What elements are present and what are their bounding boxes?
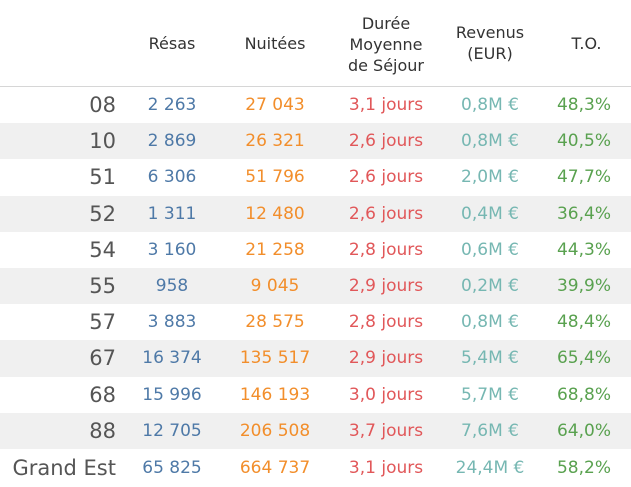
header-line: Durée [361,13,411,33]
cell-nuitees: 21 258 [245,239,305,260]
cell-resas: 2 869 [128,123,216,160]
cell-nuitees: 146 193 [239,384,311,405]
cell-nuitees: 664 737 [239,457,311,478]
cell-duree: 2,9 jours [334,267,438,305]
row-label: 10 [0,123,128,160]
row-label: 55 [0,267,128,305]
cell-revenus: 0,4M € [438,195,542,232]
cell-duree: 3,7 jours [334,412,438,449]
cell-to: 48,3% [556,95,611,116]
cell-duree: 2,6 jours [334,195,438,232]
cell-to: 39,9% [542,267,631,305]
row-label: 57 [89,310,116,335]
cell-resas: 6 306 [147,167,197,188]
cell-nuitees: 27 043 [245,95,305,116]
header-line: Moyenne [349,34,423,54]
table-row[interactable]: 67 16 374 135 517 2,9 jours 5,4M €65,4% [0,340,631,377]
cell-resas: 1 311 [128,195,216,232]
row-label: 51 [89,165,116,190]
row-label: 08 [89,93,116,118]
cell-nuitees: 26 321 [216,123,334,160]
cell-revenus: 2,0M € [461,167,519,188]
cell-nuitees: 51 796 [245,167,305,188]
cell-duree: 3,1 jours [348,95,424,116]
cell-resas: 2 263 [147,95,197,116]
header-row: Résas Nuitées Durée Moyenne de Séjour Re… [0,0,631,87]
table-row[interactable]: 51 6 306 51 796 2,6 jours 2,0M € 47,7% [0,159,631,195]
cell-revenus: 0,8M € [461,95,519,116]
cell-duree: 2,8 jours [348,239,424,260]
cell-nuitees: 206 508 [216,412,334,449]
cell-duree: 2,6 jours [348,167,424,188]
cell-resas: 3 160 [147,239,197,260]
table-row[interactable]: 54 3 160 21 258 2,8 jours 0,6M € 44,3% [0,232,631,268]
table-row[interactable]: 08 2 263 27 043 3,1 jours 0,8M € 48,3% [0,87,631,124]
cell-nuitees: 9 045 [216,267,334,305]
cell-revenus: 0,6M € [461,239,519,260]
cell-to: 44,3% [556,239,611,260]
row-label: 68 [89,382,116,407]
header-line: T.O. [571,33,602,53]
table-row[interactable]: Grand Est 65 825 664 737 3,1 jours 24,4M € 58… [0,449,631,487]
cell-resas: 3 883 [147,312,197,333]
header-line: Nuitées [244,33,306,53]
cell-nuitees: 28 575 [245,312,305,333]
cell-resas: 65 825 [142,457,202,478]
cell-to: 40,5% [542,123,631,160]
header-revenus[interactable]: Revenus (EUR) [438,0,542,87]
cell-duree: 2,6 jours [334,123,438,160]
header-resas[interactable]: Résas [128,0,216,87]
header-line: (EUR) [467,44,513,63]
cell-to: 58,2% [556,457,611,478]
cell-resas: 12 705 [128,412,216,449]
header-line: Résas [148,33,196,53]
cell-duree: 2,9 jours [334,340,438,377]
row-label: 67 [0,340,128,377]
cell-to: 36,4% [542,195,631,232]
header-to[interactable]: T.O. [542,0,631,87]
table-row[interactable]: 57 3 883 28 575 2,8 jours 0,8M € 48,4% [0,304,631,340]
cell-to: 68,8% [556,384,611,405]
header-line: de Séjour [347,55,425,75]
table-row[interactable]: 10 2 869 26 321 2,6 jours 0,8M €40,5% [0,123,631,160]
table-row[interactable]: 52 1 311 12 480 2,6 jours 0,4M €36,4% [0,195,631,232]
cell-revenus: 0,8M € [438,123,542,160]
row-label: 52 [0,195,128,232]
table-body: 08 2 263 27 043 3,1 jours 0,8M € 48,3% 10 2 869… [0,87,631,487]
header-line: Revenus [455,23,525,42]
header-duree[interactable]: Durée Moyenne de Séjour [334,0,438,87]
cell-revenus: 24,4M € [455,457,525,478]
cell-duree: 2,8 jours [348,312,424,333]
cell-revenus: 5,4M € [438,340,542,377]
cell-to: 64,0% [542,412,631,449]
table-row[interactable]: 68 15 996 146 193 3,0 jours 5,7M € 68,8% [0,377,631,413]
cell-duree: 3,1 jours [348,457,424,478]
table-row[interactable]: 88 12 705 206 508 3,7 jours 7,6M €64,0% [0,412,631,449]
cell-revenus: 0,8M € [461,312,519,333]
cell-to: 48,4% [556,312,611,333]
cell-resas: 16 374 [128,340,216,377]
cell-revenus: 0,2M € [438,267,542,305]
cell-resas: 958 [128,267,216,305]
cell-revenus: 7,6M € [438,412,542,449]
table-row[interactable]: 55 958 9 045 2,9 jours 0,2M €39,9% [0,267,631,305]
header-corner [0,0,128,87]
header-nuitees[interactable]: Nuitées [216,0,334,87]
cell-nuitees: 12 480 [216,195,334,232]
row-label: 88 [0,412,128,449]
cell-resas: 15 996 [142,384,202,405]
cell-nuitees: 135 517 [216,340,334,377]
cell-revenus: 5,7M € [461,384,519,405]
cell-duree: 3,0 jours [348,384,424,405]
cell-to: 47,7% [556,167,611,188]
row-label: 54 [89,237,116,262]
cell-to: 65,4% [542,340,631,377]
row-label: Grand Est [12,455,116,480]
